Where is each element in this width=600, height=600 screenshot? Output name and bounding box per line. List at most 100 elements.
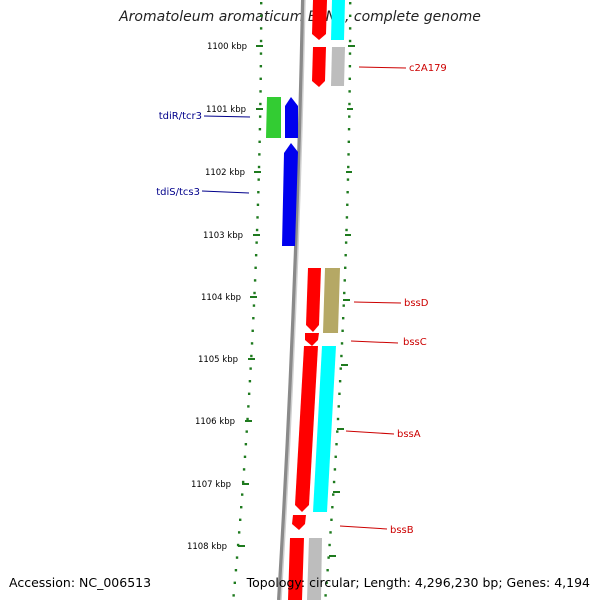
label-tdiS[interactable]: tdiS/tcs3 <box>156 187 200 198</box>
ruler-dot <box>326 569 329 572</box>
ruler-dot <box>348 90 351 93</box>
ruler-dot <box>259 90 262 93</box>
ruler-dot <box>341 317 345 320</box>
gene-bssD[interactable] <box>323 268 340 333</box>
ruler-dot <box>327 556 330 559</box>
ruler-dot <box>259 39 263 43</box>
ruler-dot <box>241 480 245 484</box>
ruler-dot <box>244 443 248 446</box>
ruler-dot <box>338 380 342 383</box>
ruler-dot <box>341 329 344 332</box>
gene-bssA-red[interactable] <box>295 346 318 512</box>
ruler-dot <box>347 165 350 169</box>
ruler-dot <box>248 380 252 383</box>
ruler-dot <box>337 405 340 408</box>
ruler-dot <box>259 2 263 5</box>
backbone-shade <box>280 0 306 600</box>
ruler-dot <box>259 27 263 30</box>
leader-c2A179 <box>358 66 407 69</box>
gene-bssD-red[interactable] <box>306 268 321 332</box>
ruler-dot <box>245 430 248 433</box>
label-bssC[interactable]: bssC <box>403 337 427 348</box>
label-tdiR[interactable]: tdiR/tcr3 <box>159 111 202 122</box>
ruler-dot <box>237 531 241 534</box>
ruler-dot <box>259 14 263 17</box>
ruler-dot <box>348 102 351 106</box>
gene-bssB[interactable] <box>292 515 306 530</box>
ruler-dot <box>240 506 243 509</box>
ruler-tick-label: 1102 kbp <box>205 168 245 178</box>
ruler-dot <box>344 254 347 257</box>
ruler-dots <box>232 2 352 597</box>
ruler-dot <box>259 102 262 106</box>
ruler-dot <box>344 241 348 244</box>
ruler-dot <box>346 178 350 181</box>
ruler-tick-label: 1101 kbp <box>206 105 246 115</box>
ruler-dot <box>332 493 335 496</box>
ruler-dot <box>340 354 343 358</box>
ruler-tick-label: 1103 kbp <box>203 231 243 241</box>
gene-tdiR[interactable] <box>285 97 298 138</box>
ruler-dot <box>254 266 257 269</box>
label-bssB[interactable]: bssB <box>390 525 414 536</box>
ruler-tick-label: 1106 kbp <box>195 417 235 427</box>
ruler-dot <box>253 291 256 295</box>
ruler-dot <box>329 531 332 534</box>
ruler-dot <box>328 543 331 547</box>
ruler-dot <box>336 430 339 433</box>
ruler-dot <box>257 165 261 169</box>
ruler-tick-label: 1100 kbp <box>207 42 247 52</box>
ruler-tick-label: 1108 kbp <box>187 542 227 552</box>
ruler-dot <box>346 203 349 206</box>
ruler-dot <box>342 304 345 307</box>
ruler-dot <box>340 342 344 345</box>
label-leaders <box>201 66 407 530</box>
gene-c2A179[interactable] <box>331 47 345 86</box>
ruler-dot <box>240 493 244 496</box>
gene-track <box>266 0 345 600</box>
label-bssD[interactable]: bssD <box>404 298 429 309</box>
ruler-dot <box>235 556 239 559</box>
gene-tdiR-green[interactable] <box>266 97 281 138</box>
gene-bssA[interactable] <box>313 346 336 512</box>
gene-tdiS[interactable] <box>282 143 298 246</box>
gene-bottom-red[interactable] <box>288 538 304 600</box>
leader-bssC <box>350 340 399 344</box>
gene-bottom-gray[interactable] <box>307 538 322 600</box>
gene-bssC[interactable] <box>305 333 319 346</box>
ruler-dot <box>338 392 341 395</box>
ruler-dot <box>232 594 235 597</box>
ruler-ticks: 1100 kbp 1101 kbp 1102 kbp 1103 kbp 1104… <box>187 42 355 557</box>
ruler-dot <box>348 39 352 43</box>
ruler-dot <box>348 2 352 5</box>
gene-c2A179-red[interactable] <box>312 47 326 87</box>
ruler-dot <box>332 480 336 484</box>
ruler-dot <box>348 14 352 17</box>
ruler-dot <box>259 77 262 80</box>
ruler-dot <box>335 443 338 446</box>
ruler-dot <box>348 77 351 80</box>
ruler-dot <box>256 203 260 206</box>
ruler-dot <box>258 140 261 143</box>
ruler-dot <box>331 506 334 509</box>
leader-bssB <box>339 525 388 530</box>
ruler-dot <box>252 317 255 320</box>
label-c2A179[interactable]: c2A179 <box>409 63 447 74</box>
ruler-dot <box>246 417 249 421</box>
ruler-dot <box>243 455 247 458</box>
ruler-dot <box>333 468 337 471</box>
ruler-dot <box>344 266 347 269</box>
ruler-dot <box>347 140 351 143</box>
label-bssA[interactable]: bssA <box>397 429 421 440</box>
ruler-dot <box>259 65 263 68</box>
gene-top-red[interactable] <box>312 0 327 40</box>
ruler-dot <box>343 279 346 282</box>
leader-tdiS <box>201 190 250 194</box>
ruler-dot <box>345 216 349 219</box>
ruler-dot <box>250 354 253 358</box>
ruler-tick-label: 1105 kbp <box>198 355 238 365</box>
ruler-dot <box>249 367 252 370</box>
ruler-dot <box>324 594 327 597</box>
gene-top-cyan[interactable] <box>331 0 345 40</box>
